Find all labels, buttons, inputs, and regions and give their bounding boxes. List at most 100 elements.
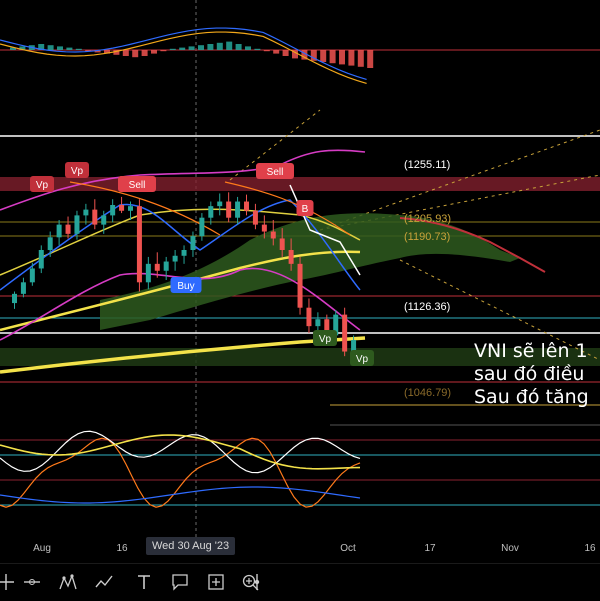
candle-body <box>128 206 133 211</box>
candle-body <box>279 238 285 250</box>
signal-badge <box>170 277 202 293</box>
candle-body <box>74 215 80 234</box>
bollinger-upper <box>0 149 366 211</box>
candle-body <box>56 224 62 238</box>
macd-bar <box>348 50 355 66</box>
macd-bar <box>47 45 54 50</box>
moving-average-short <box>0 208 361 276</box>
signal-badge <box>118 176 156 192</box>
macd-bar <box>367 50 374 68</box>
cursor-tool-icon[interactable] <box>245 571 269 593</box>
candle-body <box>244 201 249 211</box>
macd-bar <box>292 50 298 59</box>
fib-fan-line <box>229 109 321 181</box>
signal-badge <box>30 176 54 192</box>
prediction-tool-icon[interactable] <box>92 571 116 593</box>
signal-badge <box>65 162 89 178</box>
candle-body <box>145 263 151 283</box>
candle-body <box>38 250 44 269</box>
kijun-line <box>0 199 361 291</box>
time-axis: Aug 16 Oct 17 Nov 16 <box>33 543 596 554</box>
macd-bar <box>179 47 186 50</box>
candle-body <box>83 209 89 216</box>
orange-trendline <box>224 181 351 236</box>
macd-bar <box>75 48 82 50</box>
text-tool-icon[interactable] <box>132 571 156 593</box>
trendline-tool-icon[interactable] <box>20 571 44 593</box>
price-chart[interactable]: Vp Vp Sell Sell Buy B Vp Vp (1255.11) (1205.93) (… <box>0 0 600 563</box>
candle-body <box>12 293 17 304</box>
annotation-line-2: sau đó điều <box>474 363 585 385</box>
candle-body <box>297 263 303 308</box>
time-axis-label: 17 <box>424 543 436 554</box>
ichimoku-cloud <box>100 213 520 330</box>
signal-label: B <box>302 204 309 215</box>
crosshair-date-label: Wed 30 Aug '23 <box>146 537 236 555</box>
candle-body <box>261 224 267 232</box>
signal-badge <box>350 350 374 366</box>
candle-body <box>29 268 35 283</box>
macd-bar <box>301 50 308 60</box>
candle-body <box>235 201 241 218</box>
macd-bar <box>85 50 92 52</box>
macd-bar <box>263 50 270 52</box>
price-level-label: (1205.93) <box>404 213 451 225</box>
candle-body <box>226 201 232 218</box>
macd-signal-line <box>0 31 367 85</box>
crosshair-tool-icon[interactable] <box>0 571 18 593</box>
signal-label: Buy <box>177 281 194 292</box>
macd-bar <box>113 50 120 55</box>
cloud-edge <box>399 217 546 273</box>
candle-body <box>342 314 348 352</box>
macd-bar <box>104 50 110 54</box>
price-level-label: (1126.36) <box>404 301 450 313</box>
candle-body <box>154 263 160 271</box>
candle-body <box>101 215 107 225</box>
macd-bar <box>198 45 204 50</box>
macd-bar <box>245 46 251 50</box>
price-level-label: (1046.79) <box>404 387 451 399</box>
candle-body <box>181 250 187 256</box>
macd-bar <box>57 46 63 50</box>
candle-body <box>270 231 276 239</box>
candle-body <box>163 261 169 271</box>
support-zone <box>0 348 600 366</box>
macd-bar <box>273 50 280 54</box>
signal-label: Vp <box>356 354 369 365</box>
candle-body <box>92 209 98 225</box>
macd-bar <box>151 50 157 54</box>
macd-bar <box>10 47 16 50</box>
macd-bar <box>160 50 167 52</box>
macd-bar <box>38 44 45 50</box>
macd-bar <box>310 50 317 61</box>
measure-tool-icon[interactable] <box>204 571 228 593</box>
time-axis-label: 16 <box>116 543 128 554</box>
macd-bar <box>339 50 345 65</box>
macd-bar <box>169 48 176 50</box>
candle-body <box>119 205 125 211</box>
candle-body <box>306 307 312 327</box>
candle-body <box>136 206 142 283</box>
candle-body <box>199 217 205 237</box>
candle-body <box>190 236 196 250</box>
macd-bar <box>282 50 289 56</box>
fib-fan-line <box>319 174 600 231</box>
signal-badge <box>256 163 294 179</box>
candle-body <box>324 319 330 336</box>
pattern-tool-icon[interactable] <box>56 571 80 593</box>
oscillator-panel <box>0 430 600 508</box>
signal-badge <box>296 200 314 216</box>
signal-label: Sell <box>129 180 146 191</box>
callout-tool-icon[interactable] <box>168 571 192 593</box>
candle-body <box>47 237 53 250</box>
macd-bar <box>122 50 129 56</box>
candle-body <box>333 314 339 336</box>
zoom-tool-icon[interactable] <box>238 571 262 593</box>
macd-bar <box>66 47 73 50</box>
rsi-line <box>0 430 361 474</box>
annotation-line-1: VNI sẽ lên 1 <box>474 340 588 362</box>
macd-panel <box>0 27 600 85</box>
candle-body <box>252 210 258 225</box>
blue-osc-line <box>0 486 361 504</box>
macd-bar <box>141 50 148 56</box>
